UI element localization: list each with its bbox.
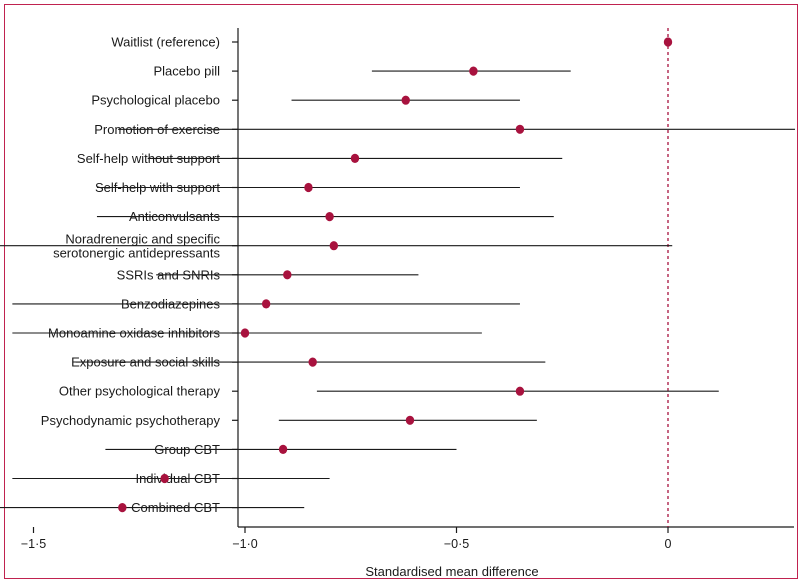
- point-estimate: [329, 241, 339, 251]
- point-estimate: [350, 153, 360, 163]
- point-estimate: [261, 299, 271, 309]
- point-estimate: [405, 415, 415, 425]
- x-tick-label: −0·5: [444, 537, 469, 551]
- point-estimate: [118, 503, 127, 513]
- point-estimate: [278, 444, 288, 454]
- x-tick-label: −1·0: [232, 537, 257, 551]
- point-estimate: [515, 386, 525, 396]
- point-estimate: [515, 124, 525, 134]
- point-estimate: [240, 328, 250, 338]
- point-estimate: [308, 357, 317, 367]
- row-label: Noradrenergic and specific serotonergic a…: [53, 232, 220, 261]
- point-estimate: [663, 37, 673, 47]
- row-label-line: serotonergic antidepressants: [53, 246, 220, 261]
- row-label: Waitlist (reference): [111, 35, 220, 50]
- point-estimate: [283, 270, 292, 280]
- x-tick-label: −1·5: [21, 537, 46, 551]
- point-estimate: [304, 182, 313, 193]
- point-estimate: [401, 95, 410, 105]
- x-axis-title: Standardised mean difference: [365, 564, 538, 579]
- row-label-line: Noradrenergic and specific: [65, 232, 220, 247]
- row-label: Other psychological therapy: [59, 384, 221, 399]
- point-estimate: [160, 473, 169, 484]
- x-tick-label: 0: [665, 537, 672, 551]
- row-label: Psychological placebo: [91, 93, 220, 108]
- row-label: Psychodynamic psychotherapy: [41, 413, 221, 428]
- row-label: Placebo pill: [154, 64, 221, 79]
- point-estimate: [469, 66, 478, 76]
- point-estimate: [325, 212, 334, 222]
